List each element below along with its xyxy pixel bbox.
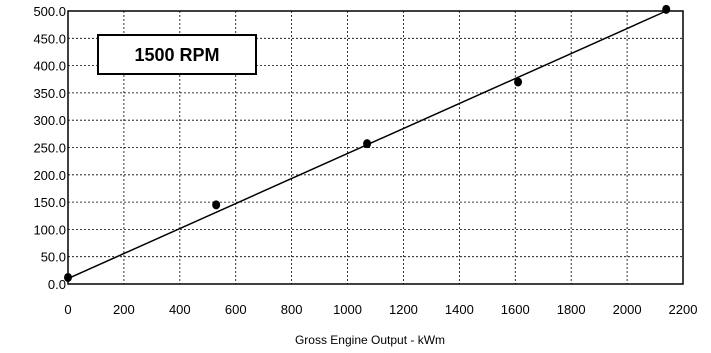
- data-point: [662, 4, 671, 14]
- y-tick-label: 200.0: [33, 168, 66, 183]
- x-axis-label: Gross Engine Output - kWm: [295, 333, 445, 347]
- x-tick-label: 200: [113, 302, 135, 317]
- x-tick-label: 1600: [501, 302, 530, 317]
- x-axis-ticks: 0 200 400 600 800 1000 1200 1400 1600 1800 2000 220…: [64, 302, 697, 317]
- y-tick-label: 100.0: [33, 222, 66, 237]
- y-tick-label: 350.0: [33, 86, 66, 101]
- y-tick-label: 150.0: [33, 195, 66, 210]
- plot-area: [67, 10, 684, 285]
- data-point: [514, 77, 523, 87]
- x-tick-label: 600: [225, 302, 247, 317]
- data-point: [363, 139, 372, 149]
- annotation-label: 1500 RPM: [134, 45, 219, 65]
- x-tick-label: 1200: [389, 302, 418, 317]
- y-tick-label: 0.0: [48, 277, 66, 292]
- y-tick-label: 300.0: [33, 113, 66, 128]
- data-points: [64, 4, 671, 282]
- y-tick-label: 400.0: [33, 59, 66, 74]
- x-tick-label: 1800: [557, 302, 586, 317]
- x-tick-label: 800: [281, 302, 303, 317]
- x-tick-label: 0: [64, 302, 71, 317]
- x-tick-label: 2000: [613, 302, 642, 317]
- y-axis-ticks: 0.0 50.0 100.0 150.0 200.0 250.0 300.0 350.0 400…: [33, 4, 66, 292]
- x-tick-label: 400: [169, 302, 191, 317]
- y-tick-label: 50.0: [41, 250, 66, 265]
- x-tick-label: 1000: [333, 302, 362, 317]
- y-tick-label: 500.0: [33, 4, 66, 19]
- data-point: [212, 200, 221, 210]
- data-point: [64, 272, 72, 282]
- x-tick-label: 1400: [445, 302, 474, 317]
- y-tick-label: 250.0: [33, 141, 66, 156]
- x-tick-label: 2200: [669, 302, 698, 317]
- annotation-box: 1500 RPM: [97, 34, 257, 75]
- y-tick-label: 450.0: [33, 31, 66, 46]
